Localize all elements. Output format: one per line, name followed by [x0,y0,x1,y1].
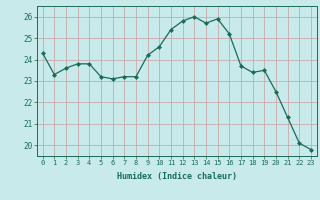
X-axis label: Humidex (Indice chaleur): Humidex (Indice chaleur) [117,172,237,181]
